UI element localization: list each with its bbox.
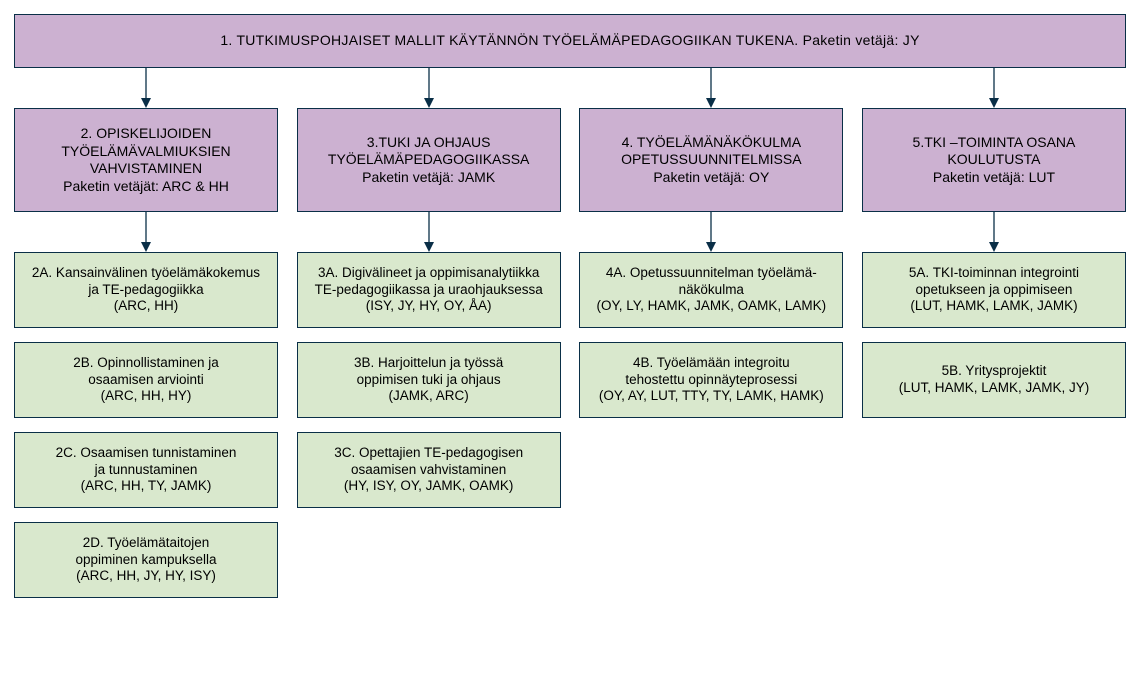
item-5A-line-0: 5A. TKI-toiminnan integrointi bbox=[909, 265, 1079, 282]
item-2A-line-1: ja TE-pedagogiikka bbox=[32, 282, 260, 299]
item-3B-line-0: 3B. Harjoittelun ja työssä bbox=[354, 355, 503, 372]
item-2C-line-0: 2C. Osaamisen tunnistaminen bbox=[56, 445, 237, 462]
item-2A: 2A. Kansainvälinen työelämäkokemus ja TE… bbox=[14, 252, 278, 328]
item-5B-line-0: 5B. Yritysprojektit bbox=[899, 363, 1090, 380]
column-5-head: 5.TKI –TOIMINTA OSANA KOULUTUSTA Paketin… bbox=[862, 108, 1126, 212]
head-4-line-2: Paketin vetäjä: OY bbox=[621, 169, 801, 187]
arrow-head-2-to-items bbox=[14, 212, 278, 252]
item-2D-line-1: oppiminen kampuksella bbox=[75, 552, 216, 569]
head-3-line-2: Paketin vetäjä: JAMK bbox=[328, 169, 530, 187]
arrow-row-root-to-heads bbox=[14, 68, 1126, 108]
item-3A-line-2: (ISY, JY, HY, OY, ÅA) bbox=[315, 298, 543, 315]
item-5B: 5B. Yritysprojektit (LUT, HAMK, LAMK, JA… bbox=[862, 342, 1126, 418]
item-2B: 2B. Opinnollistaminen ja osaamisen arvio… bbox=[14, 342, 278, 418]
item-3B: 3B. Harjoittelun ja työssä oppimisen tuk… bbox=[297, 342, 561, 418]
arrow-head-3-to-items bbox=[297, 212, 561, 252]
column-4-head: 4. TYÖELÄMÄNÄKÖKULMA OPETUSSUUNNITELMISS… bbox=[579, 108, 843, 212]
item-4B-line-1: tehostettu opinnäyteprosessi bbox=[599, 372, 824, 389]
head-4-line-0: 4. TYÖELÄMÄNÄKÖKULMA bbox=[621, 134, 801, 152]
item-4B-line-2: (OY, AY, LUT, TTY, TY, LAMK, HAMK) bbox=[599, 388, 824, 405]
org-chart: 1. TUTKIMUSPOHJAISET MALLIT KÄYTÄNNÖN TY… bbox=[14, 14, 1126, 612]
head-2-line-2: VAHVISTAMINEN bbox=[61, 160, 230, 178]
root-node: 1. TUTKIMUSPOHJAISET MALLIT KÄYTÄNNÖN TY… bbox=[14, 14, 1126, 68]
column-4: 4. TYÖELÄMÄNÄKÖKULMA OPETUSSUUNNITELMISS… bbox=[579, 108, 843, 612]
column-5: 5.TKI –TOIMINTA OSANA KOULUTUSTA Paketin… bbox=[862, 108, 1126, 612]
item-5A-line-1: opetukseen ja oppimiseen bbox=[909, 282, 1079, 299]
item-3C: 3C. Opettajien TE-pedagogisen osaamisen … bbox=[297, 432, 561, 508]
head-3-line-0: 3.TUKI JA OHJAUS bbox=[328, 134, 530, 152]
item-4B: 4B. Työelämään integroitu tehostettu opi… bbox=[579, 342, 843, 418]
item-4A-line-0: 4A. Opetussuunnitelman työelämä­näkökulm… bbox=[590, 265, 832, 299]
item-2B-line-0: 2B. Opinnollistaminen ja bbox=[73, 355, 219, 372]
item-2D-line-0: 2D. Työelämätaitojen bbox=[75, 535, 216, 552]
head-2-line-0: 2. OPISKELIJOIDEN bbox=[61, 125, 230, 143]
root-label: 1. TUTKIMUSPOHJAISET MALLIT KÄYTÄNNÖN TY… bbox=[220, 32, 919, 50]
item-2B-line-2: (ARC, HH, HY) bbox=[73, 388, 219, 405]
item-2C-line-1: ja tunnustaminen bbox=[56, 462, 237, 479]
item-3B-line-2: (JAMK, ARC) bbox=[354, 388, 503, 405]
item-4B-line-0: 4B. Työelämään integroitu bbox=[599, 355, 824, 372]
head-2-line-1: TYÖELÄMÄVALMIUKSIEN bbox=[61, 143, 230, 161]
arrow-head-4-to-items bbox=[579, 212, 843, 252]
item-3C-line-2: (HY, ISY, OY, JAMK, OAMK) bbox=[334, 478, 523, 495]
head-5-line-1: Paketin vetäjä: LUT bbox=[873, 169, 1115, 187]
item-2B-line-1: osaamisen arviointi bbox=[73, 372, 219, 389]
item-2D: 2D. Työelämätaitojen oppiminen kampuksel… bbox=[14, 522, 278, 598]
column-3: 3.TUKI JA OHJAUS TYÖELÄMÄPEDAGOGIIKASSA … bbox=[297, 108, 561, 612]
item-2C-line-2: (ARC, HH, TY, JAMK) bbox=[56, 478, 237, 495]
columns-row: 2. OPISKELIJOIDEN TYÖELÄMÄVALMIUKSIEN VA… bbox=[14, 108, 1126, 612]
item-5A-line-2: (LUT, HAMK, LAMK, JAMK) bbox=[909, 298, 1079, 315]
item-4A: 4A. Opetussuunnitelman työelämä­näkökulm… bbox=[579, 252, 843, 328]
item-3A: 3A. Digivälineet ja oppimisanalytiikka T… bbox=[297, 252, 561, 328]
arrow-head-5-to-items bbox=[862, 212, 1126, 252]
item-3C-line-0: 3C. Opettajien TE-pedagogisen bbox=[334, 445, 523, 462]
head-2-line-3: Paketin vetäjät: ARC & HH bbox=[61, 178, 230, 196]
item-5A: 5A. TKI-toiminnan integrointi opetukseen… bbox=[862, 252, 1126, 328]
column-2-head: 2. OPISKELIJOIDEN TYÖELÄMÄVALMIUKSIEN VA… bbox=[14, 108, 278, 212]
item-2D-line-2: (ARC, HH, JY, HY, ISY) bbox=[75, 568, 216, 585]
head-4-line-1: OPETUSSUUNNITELMISSA bbox=[621, 151, 801, 169]
head-5-line-0: 5.TKI –TOIMINTA OSANA KOULUTUSTA bbox=[873, 134, 1115, 169]
column-2: 2. OPISKELIJOIDEN TYÖELÄMÄVALMIUKSIEN VA… bbox=[14, 108, 278, 612]
item-2A-line-2: (ARC, HH) bbox=[32, 298, 260, 315]
item-2C: 2C. Osaamisen tunnistaminen ja tunnustam… bbox=[14, 432, 278, 508]
item-3A-line-0: 3A. Digivälineet ja oppimisanalytiikka bbox=[315, 265, 543, 282]
item-3C-line-1: osaamisen vahvistaminen bbox=[334, 462, 523, 479]
head-3-line-1: TYÖELÄMÄPEDAGOGIIKASSA bbox=[328, 151, 530, 169]
item-5B-line-1: (LUT, HAMK, LAMK, JAMK, JY) bbox=[899, 380, 1090, 397]
item-3A-line-1: TE-pedagogiikassa ja uraohjauksessa bbox=[315, 282, 543, 299]
item-4A-line-1: (OY, LY, HAMK, JAMK, OAMK, LAMK) bbox=[590, 298, 832, 315]
column-3-head: 3.TUKI JA OHJAUS TYÖELÄMÄPEDAGOGIIKASSA … bbox=[297, 108, 561, 212]
item-3B-line-1: oppimisen tuki ja ohjaus bbox=[354, 372, 503, 389]
item-2A-line-0: 2A. Kansainvälinen työelämäkokemus bbox=[32, 265, 260, 282]
